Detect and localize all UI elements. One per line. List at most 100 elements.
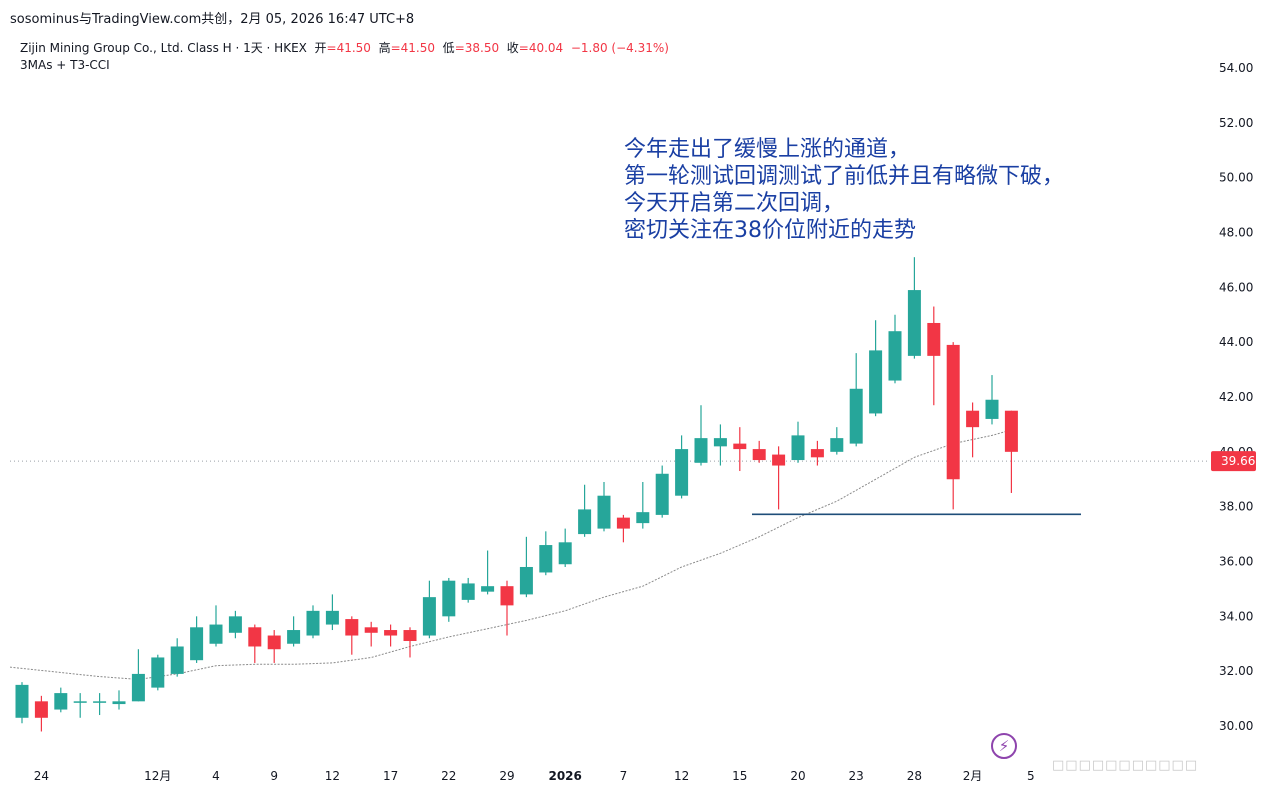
candle-body [422,597,436,636]
x-tick-label: 12 [325,769,340,783]
candle-body [675,449,689,496]
y-tick-label: 50.00 [1219,171,1253,185]
candle-body [713,438,727,447]
candle-body [772,454,786,466]
change-value: −1.80 (−4.31%) [570,41,669,55]
annotation-line: 第一轮测试回调测试了前低并且有略微下破， [624,164,1065,189]
candle-body [888,331,902,381]
y-tick-label: 46.00 [1219,280,1253,294]
candle-body [170,646,184,674]
close-label: 收 [506,41,519,55]
candle-body [364,627,378,633]
candle-body [869,350,883,414]
close-value: =40.04 [518,41,564,55]
candle-body [54,693,68,710]
candle-body [733,443,747,450]
candle-body [539,545,553,573]
indicator-legend[interactable]: 3MAs + T3-CCI [20,58,110,72]
candle-body [403,630,417,642]
lightning-icon[interactable]: ⚡ [991,733,1017,759]
y-tick-label: 44.00 [1219,335,1253,349]
candle-body [946,344,960,480]
open-label: 开 [314,41,327,55]
candle-body [461,583,475,600]
candle-body [287,630,301,644]
x-tick-label: 22 [441,769,456,783]
candle-body [558,542,572,565]
high-value: =41.50 [390,41,436,55]
x-tick-label: 5 [1027,769,1035,783]
annotation-line: 密切关注在38价位附近的走势 [624,218,916,243]
low-label: 低 [442,41,455,55]
candle-body [306,610,320,636]
candle-body [442,580,456,617]
x-tick-label: 17 [383,769,398,783]
candle-body [849,388,863,444]
candle-body [830,438,844,452]
last-price-tag [1211,451,1256,472]
candle-body [384,630,398,636]
candle-body [519,566,533,595]
candle-body [248,627,262,647]
candle-body [325,610,339,625]
candle-body [131,673,145,702]
candle-body [616,517,630,529]
candle-body [927,322,941,356]
candle-body [151,657,165,688]
open-value: =41.50 [326,41,371,55]
annotation-line: 今年走出了缓慢上涨的通道， [624,137,911,162]
candle-body [752,449,766,461]
annotation-line: 今天开启第二次回调， [624,191,845,216]
source-line: sosominus与TradingView.com共创，2月 05, 2026 … [10,12,415,27]
x-tick-label: 20 [790,769,805,783]
x-tick-label: 12月 [144,769,171,783]
candle-body [966,410,980,428]
symbol-name: Zijin Mining Group Co., Ltd. Class H · 1… [20,41,307,55]
x-tick-label: 15 [732,769,747,783]
watermark: □□□□□□□□□□□ [1052,758,1199,773]
chart-annotation: 今年走出了缓慢上涨的通道， 第一轮测试回调测试了前低并且有略微下破， 今天开启第… [624,136,1064,244]
candle-body [345,619,359,636]
low-value: =38.50 [454,41,500,55]
x-tick-label: 4 [212,769,220,783]
candle-body [578,509,592,535]
y-tick-label: 38.00 [1219,500,1253,514]
y-tick-label: 34.00 [1219,609,1253,623]
candle-body [34,701,48,718]
candle-body [791,435,805,461]
y-tick-label: 32.00 [1219,664,1253,678]
x-tick-label: 29 [499,769,514,783]
candle-body [810,449,824,458]
x-tick-label: 23 [849,769,864,783]
y-tick-label: 30.00 [1219,719,1253,733]
candle-body [112,701,126,705]
candle-body [481,586,495,592]
candle-body [73,701,87,703]
candle-body [228,616,242,633]
candle-body [907,290,921,356]
candle-body [15,684,29,718]
y-tick-label: 52.00 [1219,116,1253,130]
candle-body [1004,410,1018,452]
y-tick-label: 48.00 [1219,226,1253,240]
y-tick-label: 54.00 [1219,61,1253,75]
y-tick-label: 42.00 [1219,390,1253,404]
candle-body [190,627,204,661]
moving-average-line [9,429,1012,680]
x-tick-label: 24 [34,769,49,783]
x-tick-label: 7 [620,769,628,783]
x-tick-label: 12 [674,769,689,783]
high-label: 高 [378,41,391,55]
candle-body [267,635,281,650]
candle-body [209,624,223,644]
y-tick-label: 36.00 [1219,555,1253,569]
symbol-info: Zijin Mining Group Co., Ltd. Class H · 1… [20,39,669,56]
candle-body [636,512,650,524]
x-tick-label: 28 [907,769,922,783]
candle-body [93,701,107,703]
last-price-label: 39.66 [1221,454,1255,468]
x-tick-label: 2026 [548,769,581,783]
candle-body [694,438,708,463]
x-tick-label: 2月 [963,769,983,783]
